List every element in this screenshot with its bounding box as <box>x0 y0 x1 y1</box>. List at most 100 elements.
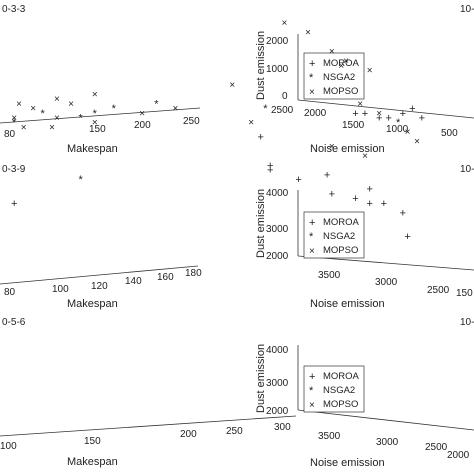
tick-label-y: 4000 <box>266 345 289 356</box>
marker-mopso: × <box>343 56 349 67</box>
panel-left-row3: 0-5-6 100 150 200 250 300 Makespan ××× ×+ <box>0 94 297 468</box>
marker-mopso: × <box>414 137 420 148</box>
tick-label-y: 3000 <box>266 224 289 235</box>
x-axis-title: Noise emission <box>310 143 385 155</box>
tick-label-y: 2000 <box>266 36 289 47</box>
y-axis-title: Dust emission <box>255 189 267 258</box>
x-axis <box>297 99 474 119</box>
marker-moroa: + <box>419 113 425 125</box>
marker-moroa: + <box>376 113 382 125</box>
marker-mopso: × <box>49 123 55 134</box>
x-axis <box>0 107 201 124</box>
tick-label-y: 3000 <box>266 378 289 389</box>
panel-title: 10- <box>460 317 474 328</box>
marker-moroa: + <box>409 103 415 115</box>
marker-moroa: + <box>11 198 17 210</box>
marker-mopso: × <box>305 28 311 39</box>
marker-mopso: × <box>68 99 74 110</box>
marker-moroa: + <box>352 193 358 205</box>
legend-symbol-mopso: × <box>309 246 315 257</box>
tick-label-x: 160 <box>157 272 174 283</box>
tick-label-x: 500 <box>441 128 458 139</box>
panel-right-row3: 10- Dust emission 2000 3000 4000 3500 30… <box>255 103 474 469</box>
marker-moroa: + <box>385 113 391 125</box>
marker-mopso: × <box>92 118 98 129</box>
tick-label-x: 200 <box>180 429 197 440</box>
marker-nsga2: * <box>112 103 117 115</box>
marker-nsga2: * <box>263 103 268 115</box>
tick-label-x: 150 <box>84 436 101 447</box>
y-axis-title: Dust emission <box>255 31 267 100</box>
series-markers: ××× ×+ <box>11 94 74 210</box>
marker-mopso: × <box>329 47 335 58</box>
legend-box <box>303 211 365 259</box>
y-axis-title: Dust emission <box>255 344 267 413</box>
panel-left-row2: 0-3-9 80 100 120 140 160 180 Makespan * *… <box>0 98 202 310</box>
marker-moroa: + <box>267 165 273 177</box>
panel-right-row2: 10- Dust emission 2000 3000 4000 3500 30… <box>248 99 474 310</box>
tick-label-x: 2500 <box>271 105 294 116</box>
marker-nsga2: * <box>154 98 159 110</box>
series-markers: ** * * * *×× ×× × <box>12 98 178 133</box>
legend-symbol-mopso: × <box>309 400 315 411</box>
tick-label-x: 2000 <box>447 450 470 461</box>
marker-moroa: + <box>329 188 335 200</box>
marker-mopso: × <box>357 99 363 110</box>
tick-label-x: 100 <box>52 284 69 295</box>
tick-label-x: 300 <box>274 422 291 433</box>
marker-moroa: + <box>366 198 372 210</box>
x-axis <box>0 415 297 437</box>
legend-symbol-nsga2: * <box>309 385 314 397</box>
marker-mopso: × <box>367 66 373 77</box>
legend-symbol-mopso: × <box>309 87 315 98</box>
legend-label: MOROA <box>323 371 360 382</box>
legend-symbol-nsga2: * <box>309 72 314 84</box>
x-axis-title: Makespan <box>67 298 118 310</box>
legend-box <box>303 365 365 413</box>
legend-symbol-moroa: + <box>309 371 315 383</box>
x-axis <box>297 409 474 431</box>
marker-moroa: + <box>400 207 406 219</box>
tick-label-x: 180 <box>185 268 202 279</box>
panel-title: 0-3-3 <box>2 4 26 15</box>
marker-moroa: + <box>295 174 301 186</box>
marker-mopso: × <box>376 108 382 119</box>
tick-label-x: 250 <box>183 116 200 127</box>
marker-mopso: × <box>30 104 36 115</box>
marker-nsga2: * <box>93 108 98 120</box>
series-markers: ×××++ +++ <box>248 99 387 210</box>
tick-label-x: 150 <box>89 124 106 135</box>
tick-label-x: 1000 <box>386 124 409 135</box>
marker-moroa: + <box>381 198 387 210</box>
panel-title: 10- <box>460 164 474 175</box>
marker-nsga2: * <box>396 117 401 129</box>
legend-symbol-moroa: + <box>309 217 315 229</box>
marker-mopso: × <box>21 123 27 134</box>
legend-label: NSGA2 <box>323 231 355 242</box>
marker-mopso: × <box>172 104 178 115</box>
marker-mopso: × <box>329 141 335 152</box>
marker-moroa: + <box>257 132 263 144</box>
legend: + MOROA * NSGA2 × MOPSO <box>303 211 365 259</box>
panel-left-row1: 0-3-3 80 150 200 250 Makespan ××××* <box>0 4 235 186</box>
tick-label-x: 2500 <box>427 285 450 296</box>
legend-label: MOPSO <box>323 245 358 256</box>
tick-label-x: 3000 <box>375 277 398 288</box>
x-axis <box>0 265 199 285</box>
legend-label: NSGA2 <box>323 72 355 83</box>
legend-label: MOROA <box>323 217 360 228</box>
panel-title: 0-5-6 <box>2 317 26 328</box>
marker-moroa: + <box>352 108 358 120</box>
x-axis-title: Noise emission <box>310 457 385 469</box>
tick-label-x: 2500 <box>425 442 448 453</box>
marker-nsga2: * <box>78 113 83 125</box>
tick-label-y: 2000 <box>266 406 289 417</box>
tick-label-x: 140 <box>125 276 142 287</box>
marker-mopso: × <box>16 99 22 110</box>
tick-label-x: 200 <box>134 120 151 131</box>
legend-label: NSGA2 <box>323 385 355 396</box>
legend-symbol-nsga2: * <box>309 231 314 243</box>
x-axis-title: Makespan <box>67 143 118 155</box>
tick-label-x: 1500 <box>342 120 365 131</box>
